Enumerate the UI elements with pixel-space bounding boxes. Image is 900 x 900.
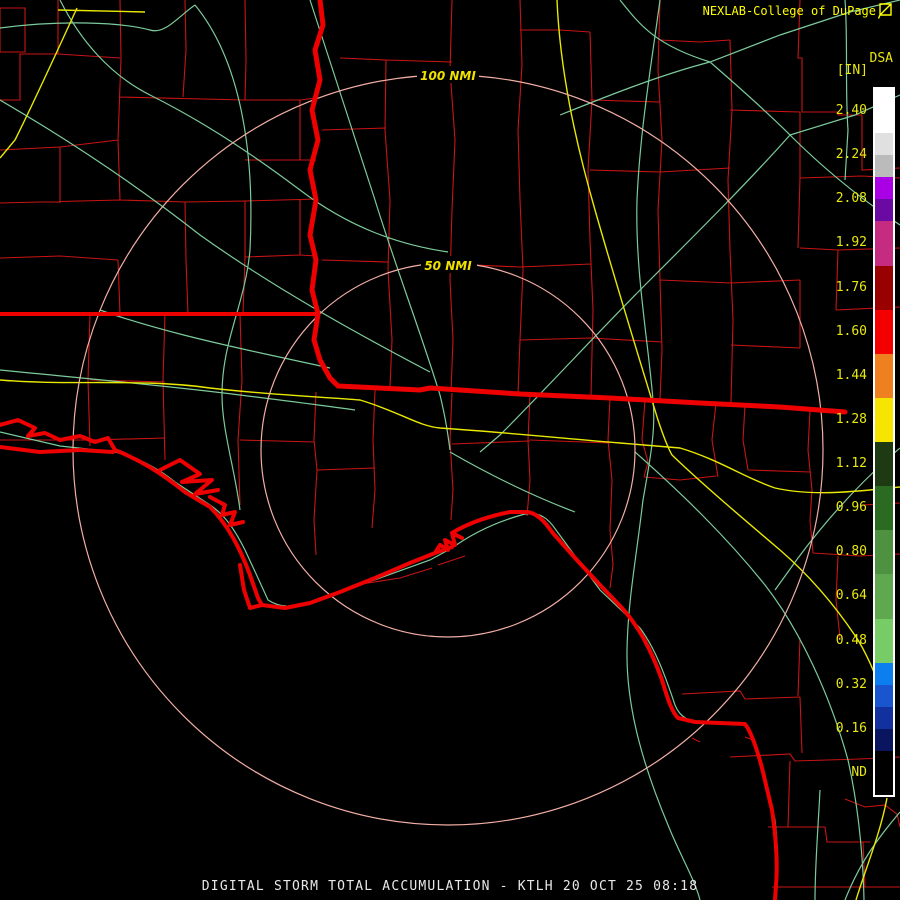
colorbar-segment (875, 486, 893, 531)
colorbar-segment (875, 133, 893, 156)
colorbar-segment (875, 265, 893, 310)
coastline (0, 418, 779, 900)
header: NEXLAB-College of DuPage (703, 3, 893, 19)
scale-label: 0.32 (835, 677, 867, 692)
color-scale-bar (873, 87, 895, 797)
colorbar-segment (875, 750, 893, 795)
colorbar-segment (875, 618, 893, 663)
scale-label: 1.92 (835, 235, 867, 250)
colorbar-segment (875, 530, 893, 575)
state-border-fl-ga (335, 383, 848, 415)
ring-label-bg-100 (417, 66, 479, 83)
colorbar-segment (875, 706, 893, 729)
scale-label: 2.24 (835, 147, 867, 162)
product-code-label: DSA (869, 51, 893, 66)
scale-label: 0.64 (835, 588, 867, 603)
ring-label-50nmi: 50 NMI (424, 259, 472, 273)
scale-label: 1.12 (835, 456, 867, 471)
colorbar-segment (875, 353, 893, 398)
ring-label-100nmi: 100 NMI (420, 69, 476, 83)
range-ring-100nmi (72, 74, 824, 826)
colorbar-segment (875, 199, 893, 222)
colorbar-segment (875, 684, 893, 707)
colorbar-segment (875, 221, 893, 266)
units-label: [IN] (836, 63, 868, 78)
scale-label: 1.28 (835, 412, 867, 427)
site-title: NEXLAB-College of DuPage (702, 4, 876, 18)
colorbar-segment (875, 89, 893, 134)
colorbar-segment (875, 155, 893, 178)
scale-label: 2.08 (835, 191, 867, 206)
cod-flag-icon (878, 3, 892, 19)
scale-label: ND (851, 765, 867, 780)
range-rings-layer (72, 74, 824, 826)
scale-label: 1.60 (835, 324, 867, 339)
ring-label-bg-50 (421, 256, 477, 273)
ring-labels-layer: 100 NMI 50 NMI (417, 66, 479, 273)
colorbar-segment (875, 662, 893, 685)
colorbar-segment (875, 728, 893, 751)
scale-label: 2.40 (835, 103, 867, 118)
colorbar-segment (875, 177, 893, 200)
colorbar-segment (875, 574, 893, 619)
state-border-river (307, 0, 341, 389)
scale-label: 0.16 (835, 721, 867, 736)
borders-coastline-layer (0, 0, 848, 900)
colorbar-segment (875, 442, 893, 487)
scale-label: 0.96 (835, 500, 867, 515)
scale-label: 0.80 (835, 544, 867, 559)
colorbar-segment (875, 397, 893, 442)
colorbar-segment (875, 309, 893, 354)
scale-label: 1.76 (835, 280, 867, 295)
scale-label: 0.48 (835, 633, 867, 648)
scale-label: 1.44 (835, 368, 867, 383)
product-caption: DIGITAL STORM TOTAL ACCUMULATION - KTLH … (201, 879, 699, 894)
